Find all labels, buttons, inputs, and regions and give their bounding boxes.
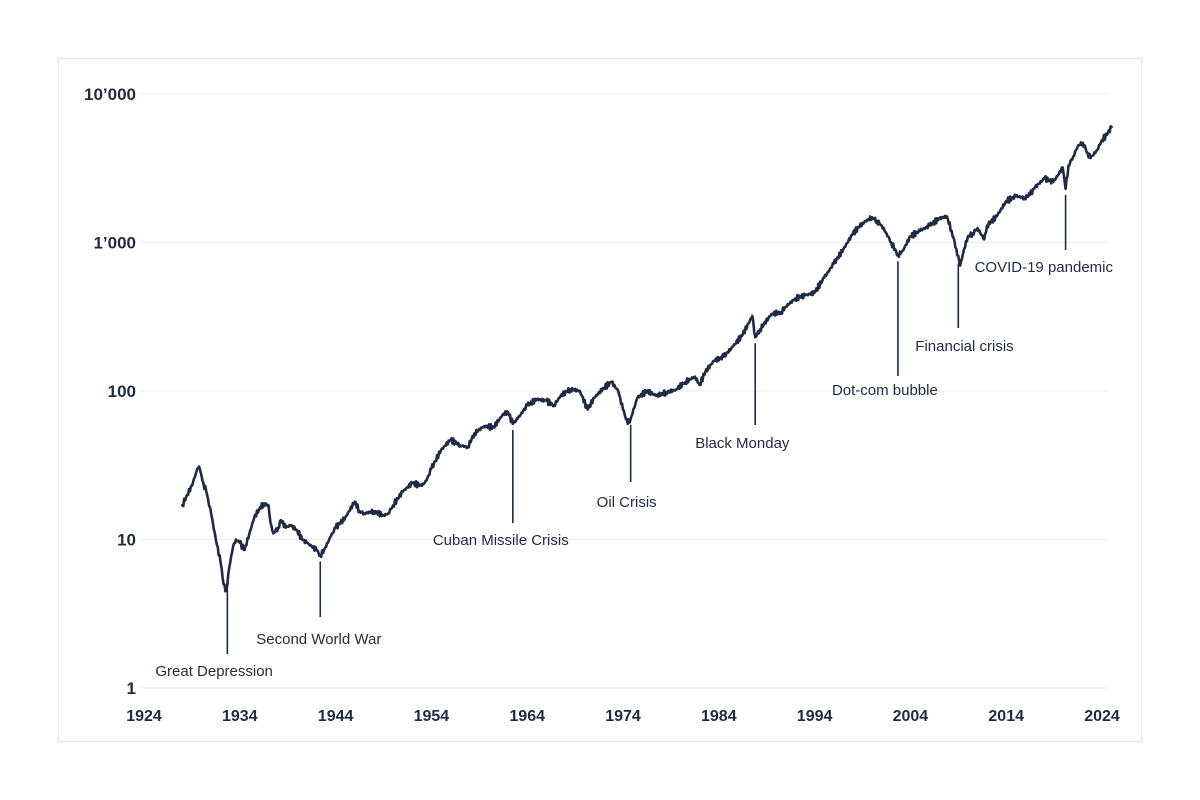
annotation-labels: Great Depression Second World War Cuban Mi… [155,259,1113,680]
series-line [181,125,1113,593]
annotation-label: Great Depression [155,663,273,680]
series-group [181,125,1113,593]
y-axis-ticks: 1 10 100 1’000 10’000 [84,85,136,698]
annotation-label: Oil Crisis [597,494,657,511]
annotation-label: COVID-19 pandemic [975,259,1114,276]
x-tick-label: 1994 [797,708,833,725]
x-tick-label: 2004 [893,708,929,725]
x-tick-label: 1944 [318,708,354,725]
y-tick-label: 1 [127,679,136,698]
annotation-label: Cuban Missile Crisis [433,532,569,549]
gridlines [140,93,1108,689]
x-tick-label: 2014 [988,708,1024,725]
annotation-label: Financial crisis [915,338,1013,355]
x-tick-label: 1954 [414,708,450,725]
x-tick-label: 1924 [126,708,162,725]
y-tick-label: 1’000 [93,234,136,253]
annotation-label: Dot-com bubble [832,382,938,399]
y-tick-label: 10 [117,531,136,550]
x-tick-label: 1934 [222,708,258,725]
x-tick-label: 1964 [509,708,545,725]
chart-frame [58,58,1142,742]
x-axis-ticks: 1924 1934 1944 1954 1964 1974 1984 1994 2004 2014… [126,708,1120,725]
x-tick-label: 1974 [605,708,641,725]
annotation-label: Black Monday [695,435,790,452]
x-tick-label: 1984 [701,708,737,725]
y-tick-label: 100 [108,382,136,401]
annotation-leaders [226,194,1067,654]
x-tick-label: 2024 [1084,708,1120,725]
y-tick-label: 10’000 [84,85,136,104]
annotation-label: Second World War [256,631,381,648]
